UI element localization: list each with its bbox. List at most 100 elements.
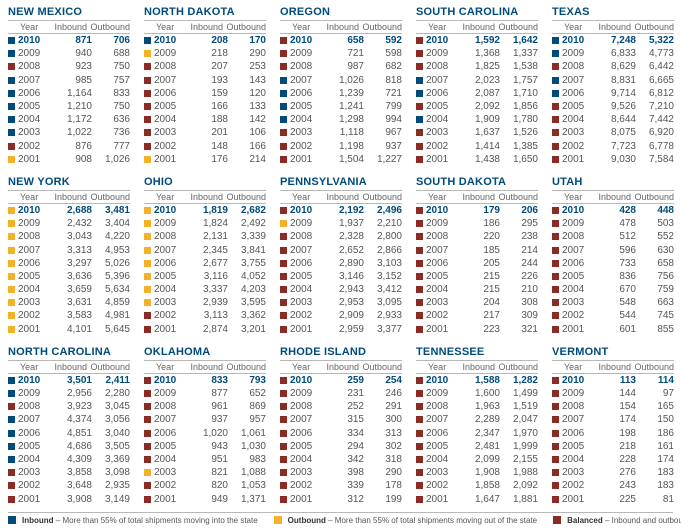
cell-outbound: 318: [364, 454, 402, 465]
cell-year: 2007: [426, 414, 462, 425]
status-swatch: [280, 63, 287, 70]
cell-inbound: 339: [326, 480, 364, 491]
cell-outbound: 869: [228, 401, 266, 412]
table-row: 20096,8334,773: [552, 47, 674, 60]
cell-outbound: 552: [636, 231, 674, 242]
status-swatch: [416, 286, 423, 293]
table-row: 2004342318: [280, 453, 402, 466]
cell-outbound: 3,595: [228, 297, 266, 308]
status-swatch: [8, 443, 15, 450]
cell-outbound: 937: [364, 141, 402, 152]
status-swatch: [144, 63, 151, 70]
table-header: YearInboundOutbound: [280, 360, 402, 374]
table-row: 20023,5834,981: [8, 309, 130, 322]
table-header: YearInboundOutbound: [144, 20, 266, 34]
table-header: YearInboundOutbound: [144, 360, 266, 374]
status-swatch: [552, 129, 559, 136]
state-panel: OREGONYearInboundOutbound201065859220097…: [280, 6, 402, 166]
status-swatch: [280, 286, 287, 293]
hdr-outbound: Outbound: [631, 192, 674, 202]
cell-year: 2004: [290, 454, 326, 465]
table-row: 20041,9091,780: [416, 113, 538, 126]
cell-year: 2003: [18, 127, 54, 138]
cell-outbound: 756: [636, 271, 674, 282]
table-row: 2010113114: [552, 374, 674, 387]
cell-inbound: 3,636: [54, 271, 92, 282]
table-row: 20062,0871,710: [416, 87, 538, 100]
status-swatch: [280, 220, 287, 227]
cell-outbound: 1,642: [500, 35, 538, 46]
status-swatch: [8, 103, 15, 110]
cell-outbound: 2,496: [364, 205, 402, 216]
status-swatch: [144, 260, 151, 267]
cell-outbound: 1,385: [500, 141, 538, 152]
status-swatch: [144, 233, 151, 240]
table-header: YearInboundOutbound: [280, 20, 402, 34]
cell-outbound: 1,856: [500, 101, 538, 112]
state-name: SOUTH CAROLINA: [416, 6, 538, 18]
cell-year: 2006: [154, 258, 190, 269]
cell-year: 2001: [154, 154, 190, 165]
status-swatch: [416, 482, 423, 489]
status-swatch: [8, 90, 15, 97]
cell-outbound: 7,584: [636, 154, 674, 165]
cell-inbound: 2,087: [462, 88, 500, 99]
cell-inbound: 201: [190, 127, 228, 138]
cell-inbound: 961: [190, 401, 228, 412]
cell-outbound: 3,045: [92, 401, 130, 412]
cell-outbound: 1,053: [228, 480, 266, 491]
table-row: 2003204308: [416, 296, 538, 309]
cell-inbound: 1,908: [462, 467, 500, 478]
hdr-inbound: Inbound: [180, 362, 223, 372]
table-row: 20011,4381,650: [416, 153, 538, 166]
cell-outbound: 2,866: [364, 245, 402, 256]
cell-year: 2010: [290, 375, 326, 386]
cell-year: 2008: [426, 401, 462, 412]
status-swatch: [552, 50, 559, 57]
cell-year: 2004: [426, 454, 462, 465]
status-swatch: [416, 143, 423, 150]
status-swatch: [144, 220, 151, 227]
status-swatch: [552, 156, 559, 163]
status-swatch: [552, 273, 559, 280]
cell-year: 2003: [18, 467, 54, 478]
cell-inbound: 4,101: [54, 324, 92, 335]
cell-outbound: 5,396: [92, 271, 130, 282]
state-panel: TEXASYearInboundOutbound20107,2485,32220…: [552, 6, 674, 166]
table-row: 20064,8513,040: [8, 427, 130, 440]
cell-year: 2007: [154, 75, 190, 86]
cell-outbound: 166: [228, 141, 266, 152]
cell-outbound: 6,665: [636, 75, 674, 86]
status-swatch: [144, 299, 151, 306]
cell-year: 2003: [154, 127, 190, 138]
cell-outbound: 302: [364, 441, 402, 452]
table-row: 20023,6482,935: [8, 479, 130, 492]
status-swatch: [8, 233, 15, 240]
status-swatch: [8, 77, 15, 84]
state-panel: TENNESSEEYearInboundOutbound20101,5881,2…: [416, 346, 538, 506]
cell-inbound: 159: [190, 88, 228, 99]
table-row: 2004951983: [144, 453, 266, 466]
cell-year: 2007: [290, 414, 326, 425]
hdr-year: Year: [416, 362, 452, 372]
table-row: 20071,026818: [280, 74, 402, 87]
cell-outbound: 5,026: [92, 258, 130, 269]
cell-inbound: 193: [190, 75, 228, 86]
status-swatch: [552, 247, 559, 254]
status-swatch: [416, 90, 423, 97]
status-swatch: [280, 430, 287, 437]
table-row: 20013,9083,149: [8, 492, 130, 505]
status-swatch: [416, 273, 423, 280]
table-row: 20072,6522,866: [280, 243, 402, 256]
cell-outbound: 1,371: [228, 494, 266, 505]
status-swatch: [280, 390, 287, 397]
cell-year: 2009: [426, 48, 462, 59]
legend-balanced-swatch: [553, 516, 561, 524]
cell-year: 2002: [290, 480, 326, 491]
status-swatch: [552, 456, 559, 463]
cell-year: 2009: [18, 218, 54, 229]
cell-year: 2004: [290, 284, 326, 295]
hdr-inbound: Inbound: [452, 22, 495, 32]
cell-outbound: 214: [228, 154, 266, 165]
cell-year: 2002: [18, 480, 54, 491]
